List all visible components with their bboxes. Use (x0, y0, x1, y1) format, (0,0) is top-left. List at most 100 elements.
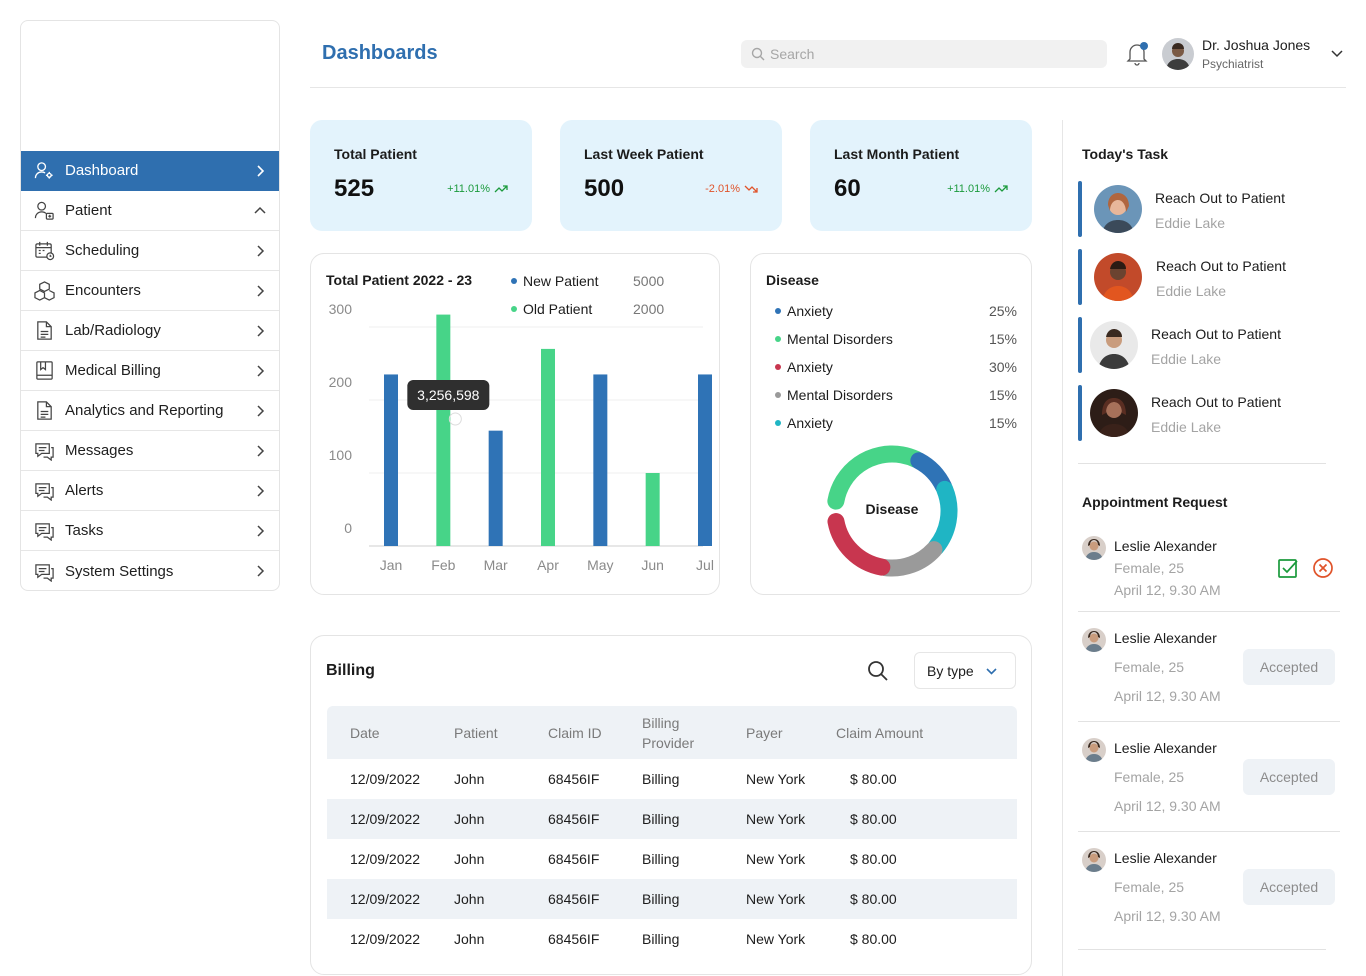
cell-amount: $ 80.00 (850, 811, 897, 827)
cell-payer: New York (746, 771, 806, 787)
disease-name: Mental Disorders (787, 387, 893, 403)
column-header: Billing Provider (642, 714, 695, 751)
table-row[interactable]: 12/09/2022 John 68456IF Billing New York… (327, 919, 1017, 959)
legend-dot (775, 308, 781, 314)
user-name[interactable]: Dr. Joshua Jones (1202, 37, 1311, 53)
table-row[interactable]: 12/09/2022 John 68456IF Billing New York… (327, 759, 1017, 799)
sidebar-item-messages[interactable]: Messages (21, 431, 279, 471)
avatar (1082, 848, 1106, 872)
search-bar[interactable] (741, 40, 1107, 68)
avatar (1094, 185, 1142, 233)
task-title: Reach Out to Patient (1151, 326, 1281, 342)
dropdown-label: By type (927, 662, 974, 679)
message-icon (33, 440, 55, 462)
accepted-button[interactable]: Accepted (1243, 869, 1335, 905)
task-item[interactable]: Reach Out to Patient Eddie Lake (1078, 317, 1328, 373)
chevron-right-icon (253, 524, 267, 538)
reject-circle-icon[interactable] (1311, 556, 1335, 580)
notification-dot (1140, 42, 1148, 50)
disease-value: 15% (988, 415, 1017, 431)
table-row[interactable]: 12/09/2022 John 68456IF Billing New York… (327, 799, 1017, 839)
patient-icon (33, 200, 55, 222)
column-header: Date (350, 724, 380, 741)
donut-segment (826, 445, 958, 577)
sidebar-item-scheduling[interactable]: Scheduling (21, 231, 279, 271)
cell-claim-id: 68456IF (548, 811, 600, 827)
stat-change-text: +11.01% (447, 183, 490, 195)
x-tick-label: Apr (537, 557, 559, 573)
sidebar: Dashboard Patient Scheduling Encounters … (20, 20, 280, 591)
legend-dot (775, 364, 781, 370)
appointment-meta: Female, 25 (1114, 659, 1185, 675)
accept-checkbox-icon[interactable] (1276, 556, 1300, 580)
chevron-right-icon (253, 444, 267, 458)
x-tick-label: Mar (484, 557, 508, 573)
x-tick-label: May (587, 557, 613, 573)
disease-card: Disease Anxiety 25% Mental Disorders 15% A… (750, 253, 1032, 595)
cell-claim-id: 68456IF (548, 931, 600, 947)
stat-change: -2.01% (705, 183, 758, 195)
avatar (1082, 628, 1106, 652)
avatar[interactable] (1162, 38, 1194, 70)
cell-date: 12/09/2022 (350, 931, 421, 947)
task-subtitle: Eddie Lake (1156, 283, 1227, 299)
chevron-right-icon (253, 404, 267, 418)
sidebar-item-system-settings[interactable]: System Settings (21, 551, 279, 590)
chevron-right-icon (253, 244, 267, 258)
header-divider (310, 87, 1346, 88)
sidebar-item-dashboard[interactable]: Dashboard (21, 151, 279, 191)
chevron-right-icon (253, 564, 267, 578)
stat-card-total: Total Patient 525 +11.01% (310, 120, 532, 231)
legend-dot (511, 278, 517, 284)
sidebar-item-label: System Settings (65, 562, 174, 580)
cell-provider: Billing (642, 931, 680, 947)
appointment-name: Leslie Alexander (1114, 850, 1217, 866)
notification-bell[interactable] (1125, 41, 1149, 67)
accepted-button[interactable]: Accepted (1243, 759, 1335, 795)
appointment-time: April 12, 9.30 AM (1114, 908, 1221, 924)
x-tick-label: Jan (380, 557, 403, 573)
search-input[interactable] (770, 46, 1090, 62)
sidebar-nav: Dashboard Patient Scheduling Encounters … (21, 151, 279, 590)
task-item[interactable]: Reach Out to Patient Eddie Lake (1078, 181, 1328, 237)
tasks-icon (33, 520, 55, 542)
sidebar-item-patient[interactable]: Patient (21, 191, 279, 231)
task-item[interactable]: Reach Out to Patient Eddie Lake (1078, 249, 1328, 305)
cell-date: 12/09/2022 (350, 851, 421, 867)
bar (384, 374, 398, 546)
stat-change: +11.01% (447, 183, 508, 195)
by-type-dropdown[interactable]: By type (914, 652, 1016, 689)
accepted-button[interactable]: Accepted (1243, 649, 1335, 685)
stat-card-last-week: Last Week Patient 500 -2.01% (560, 120, 782, 231)
table-header: Date Patient Claim ID Billing Provider P… (327, 706, 1017, 759)
chevron-down-icon[interactable] (1330, 48, 1344, 58)
sidebar-item-medical-billing[interactable]: Medical Billing (21, 351, 279, 391)
chevron-right-icon (253, 364, 267, 378)
legend-label: Old Patient (523, 301, 593, 317)
task-subtitle: Eddie Lake (1151, 419, 1222, 435)
table-row[interactable]: 12/09/2022 John 68456IF Billing New York… (327, 879, 1017, 919)
search-icon (751, 47, 765, 61)
stat-change: +11.01% (947, 183, 1008, 195)
sidebar-item-alerts[interactable]: Alerts (21, 471, 279, 511)
column-header: Payer (746, 724, 783, 741)
tooltip-box (407, 380, 490, 410)
task-item[interactable]: Reach Out to Patient Eddie Lake (1078, 385, 1328, 441)
avatar (1090, 389, 1138, 437)
search-icon[interactable] (867, 660, 889, 682)
sidebar-item-lab-radiology[interactable]: Lab/Radiology (21, 311, 279, 351)
sidebar-item-tasks[interactable]: Tasks (21, 511, 279, 551)
cell-provider: Billing (642, 851, 680, 867)
sidebar-item-analytics[interactable]: Analytics and Reporting (21, 391, 279, 431)
avatar (1082, 738, 1106, 762)
appointment-meta: Female, 25 (1114, 879, 1185, 895)
table-row[interactable]: 12/09/2022 John 68456IF Billing New York… (327, 839, 1017, 879)
donut-center-label: Disease (865, 501, 919, 517)
disease-title: Disease (766, 272, 819, 288)
cell-amount: $ 80.00 (850, 771, 897, 787)
task-title: Reach Out to Patient (1156, 258, 1286, 274)
sidebar-item-encounters[interactable]: Encounters (21, 271, 279, 311)
book-icon (33, 360, 55, 382)
cell-claim-id: 68456IF (548, 771, 600, 787)
stat-title: Last Week Patient (584, 146, 704, 162)
